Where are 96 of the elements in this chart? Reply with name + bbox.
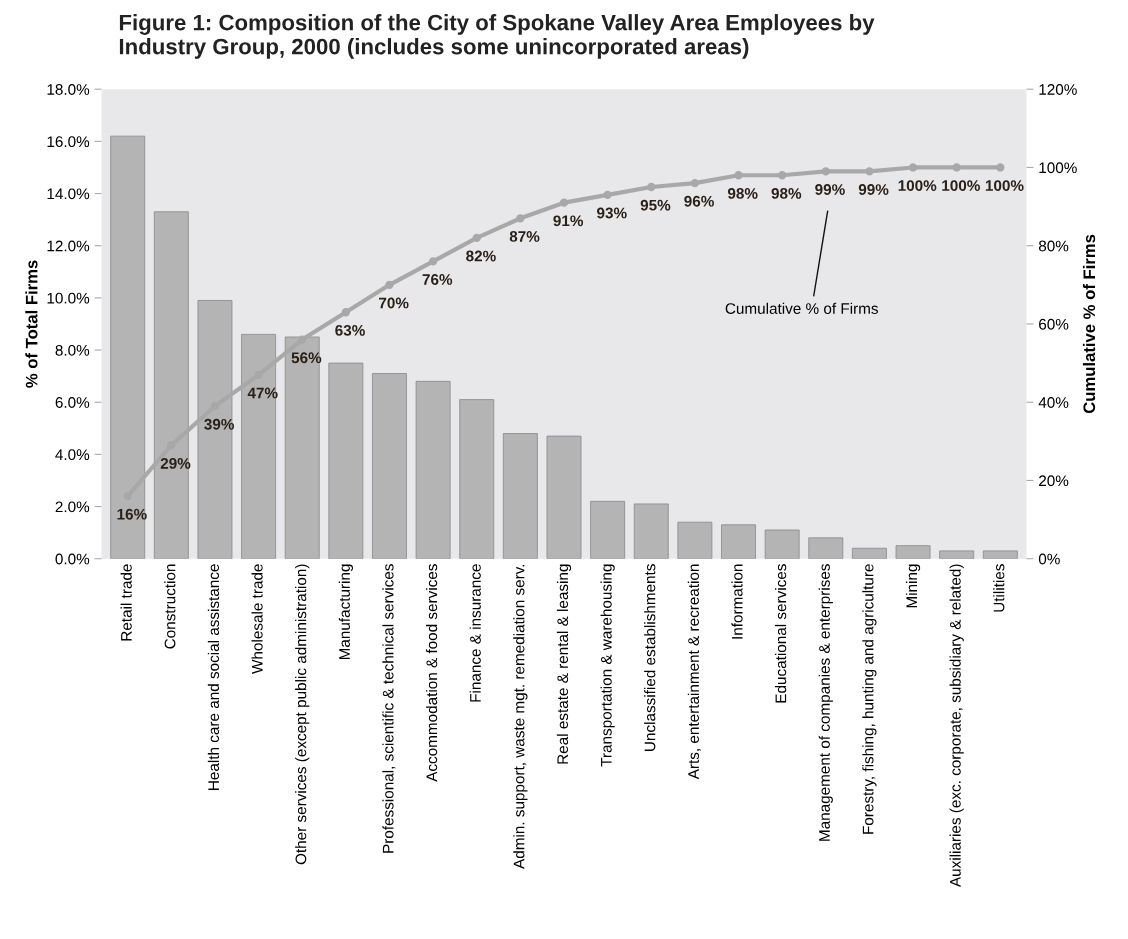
chart-title: Figure 1: Composition of the City of Spokane Valley Area Employees by Industry Group, 2000 (includes some unincorporated areas)	[119, 14, 875, 59]
y-tick-label: 0.0%	[55, 553, 90, 565]
x-tick-label: Manufacturing	[338, 564, 353, 660]
x-tick-label: Auxiliaries (exc. corporate, subsidiary & related)	[949, 564, 964, 888]
y-tick-label: 14.0%	[47, 188, 90, 200]
bar	[590, 500, 626, 559]
point	[385, 280, 394, 289]
x-tick-label: Educational services	[775, 564, 787, 703]
data-label: 99%	[815, 184, 845, 195]
point	[821, 167, 830, 176]
y2-tick-label: 120%	[1039, 84, 1077, 95]
data-label: 98%	[771, 188, 802, 199]
data-label: 96%	[684, 195, 714, 207]
y-tick-label: 6.0%	[55, 397, 90, 408]
y2-axis-title: Cumulative % of Firms	[1082, 234, 1096, 414]
point	[428, 257, 438, 266]
y-axis-title: % of Total Firms	[25, 260, 38, 388]
x-tick-label: Transportation & warehousing	[600, 564, 615, 767]
point	[516, 214, 525, 223]
data-label: 100%	[942, 180, 980, 191]
data-label: 100%	[898, 180, 937, 191]
bar	[677, 521, 713, 559]
data-label: 98%	[727, 188, 758, 199]
x-tick-label: Health care and social assistance	[207, 564, 220, 790]
y2-tick-label: 20%	[1039, 475, 1069, 487]
bar	[415, 380, 451, 559]
data-label: 99%	[858, 184, 889, 195]
x-tick-label: Finance & insurance	[469, 564, 481, 702]
x-tick-label: Management of companies & enterprises	[818, 564, 833, 841]
data-label: 93%	[597, 207, 627, 219]
point	[865, 167, 874, 176]
data-label: 39%	[204, 418, 235, 430]
y-tick-label: 16.0%	[47, 136, 90, 148]
bar	[982, 550, 1018, 559]
point	[298, 335, 307, 344]
y2-tick-label: 100%	[1039, 162, 1077, 174]
data-label: 29%	[160, 457, 191, 469]
point	[952, 163, 961, 172]
y2-tick-label: 80%	[1038, 240, 1069, 252]
bar	[851, 547, 887, 559]
data-label: 76%	[422, 274, 453, 285]
x-tick-label: Admin. support, waste mgt. remediation serv.	[513, 564, 528, 869]
bar	[939, 550, 975, 559]
y2-tick-label: 40%	[1038, 397, 1069, 408]
x-tick-label: Professional, scientific & technical services	[382, 564, 396, 853]
point	[908, 163, 918, 172]
x-tick-label: Construction	[164, 564, 176, 649]
y-tick-label: 12.0%	[47, 240, 90, 252]
y-tick-label: 4.0%	[55, 449, 90, 461]
point	[777, 171, 787, 180]
point	[734, 171, 743, 180]
x-tick-label: Utilities	[993, 564, 1005, 612]
y-tick-label: 18.0%	[47, 84, 90, 95]
point	[603, 190, 612, 200]
bar	[459, 399, 495, 559]
data-label: 16%	[117, 508, 147, 520]
data-label: 56%	[291, 352, 322, 364]
x-tick-label: Unclassified establishments	[644, 564, 656, 751]
bar	[633, 503, 669, 559]
bar	[895, 545, 931, 559]
annotation: Cumulative % of Firms	[725, 302, 878, 314]
bar	[372, 373, 407, 559]
data-label: 87%	[509, 231, 540, 242]
x-tick-label: Accommodation & food services	[425, 564, 438, 782]
point	[472, 233, 481, 243]
bar	[328, 362, 364, 559]
x-tick-label: Wholesale trade	[251, 564, 263, 674]
point	[647, 182, 656, 192]
x-tick-label: Forestry, fishing, hunting and agriculture	[862, 564, 877, 834]
data-label: 70%	[379, 297, 409, 309]
x-tick-label: Information	[731, 564, 743, 639]
y2-tick-label: 0%	[1038, 553, 1060, 565]
y-tick-label: 10.0%	[47, 292, 90, 304]
y2-tick-label: 60%	[1039, 318, 1069, 330]
point	[559, 198, 569, 207]
data-label: 82%	[466, 250, 496, 262]
y-tick-label: 2.0%	[55, 501, 90, 513]
x-tick-label: Real estate & rental & leasing	[556, 564, 572, 764]
x-tick-label: Arts, entertainment & recreation	[687, 564, 701, 780]
x-tick-label: Mining	[905, 564, 921, 608]
bar	[502, 433, 538, 559]
bar	[808, 537, 844, 559]
data-label: 95%	[640, 199, 671, 211]
data-label: 91%	[553, 215, 584, 227]
data-label: 100%	[985, 180, 1024, 191]
data-label: 47%	[247, 387, 278, 399]
data-label: 63%	[335, 324, 365, 336]
bar	[764, 529, 800, 559]
y-tick-label: 8.0%	[55, 344, 90, 356]
point	[996, 163, 1005, 172]
bar	[546, 435, 582, 559]
x-tick-label: Other services (except public administration)	[295, 564, 310, 865]
bar	[721, 524, 756, 559]
point	[690, 178, 700, 188]
x-tick-label: Retail trade	[120, 564, 132, 641]
point	[341, 308, 351, 317]
